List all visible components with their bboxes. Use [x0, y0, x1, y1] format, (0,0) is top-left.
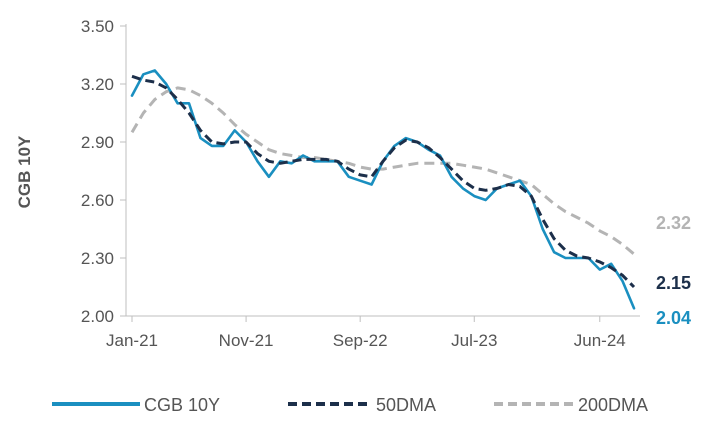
- x-tick-label: Nov-21: [219, 331, 274, 350]
- y-tick-label: 2.30: [81, 249, 114, 268]
- legend-label: 50DMA: [376, 395, 436, 415]
- end-value-label: 2.32: [656, 213, 691, 233]
- y-tick-label: 3.50: [81, 17, 114, 36]
- legend-item: 200DMA: [494, 395, 648, 415]
- end-value-label: 2.04: [656, 308, 691, 328]
- x-tick-label: Jun-24: [574, 331, 626, 350]
- y-axis-label: CGB 10Y: [15, 135, 34, 208]
- y-tick-label: 2.90: [81, 133, 114, 152]
- legend-item: 50DMA: [288, 395, 436, 415]
- series-line-cgb-10y: [132, 71, 634, 309]
- legend-label: CGB 10Y: [144, 395, 220, 415]
- y-tick-label: 2.60: [81, 191, 114, 210]
- x-tick-label: Jan-21: [106, 331, 158, 350]
- y-tick-label: 2.00: [81, 307, 114, 326]
- series-line-200dma: [132, 88, 634, 254]
- end-value-label: 2.15: [656, 273, 691, 293]
- legend-label: 200DMA: [578, 395, 648, 415]
- legend-item: CGB 10Y: [52, 395, 220, 415]
- x-tick-label: Sep-22: [333, 331, 388, 350]
- y-tick-label: 3.20: [81, 75, 114, 94]
- x-tick-label: Jul-23: [451, 331, 497, 350]
